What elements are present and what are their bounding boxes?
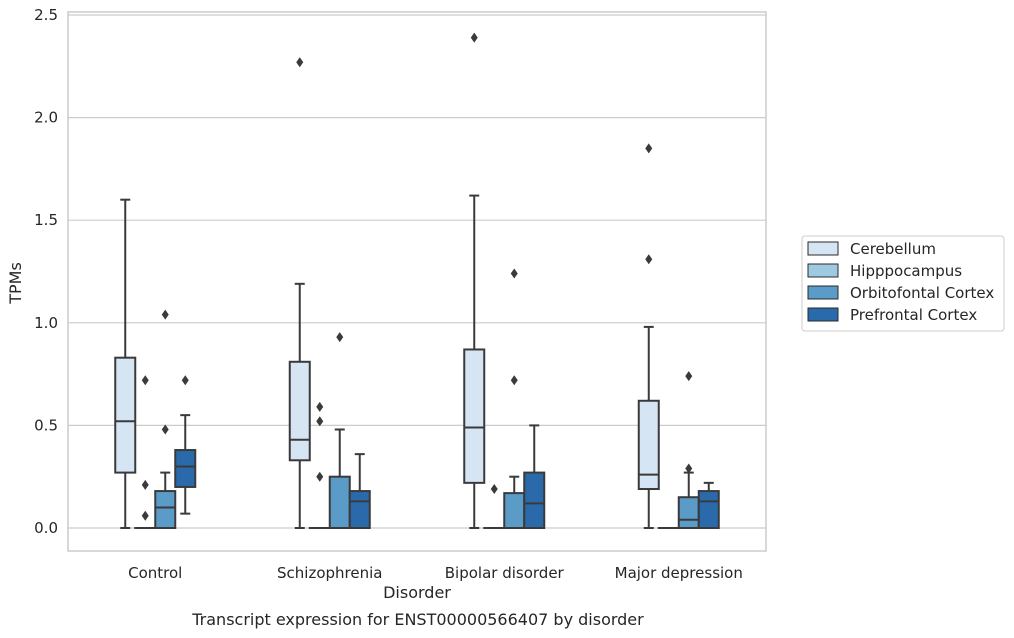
outlier-point — [141, 375, 149, 386]
plot-frame — [67, 11, 767, 552]
box-iqr — [328, 475, 351, 530]
legend-item: Prefrontal Cortex — [807, 306, 977, 324]
box-3-0 — [637, 143, 660, 529]
outlier-point — [161, 309, 169, 320]
y-tick-label: 1.0 — [34, 314, 58, 332]
box-3-2 — [677, 371, 700, 530]
grid-layer — [68, 14, 766, 529]
y-tick-label: 0.0 — [34, 519, 58, 537]
box-iqr — [174, 449, 197, 488]
legend-swatch — [807, 285, 839, 300]
box-1-2 — [328, 332, 351, 530]
box-3-3 — [697, 481, 720, 529]
legend-label: Prefrontal Cortex — [850, 306, 977, 324]
legend-swatch — [807, 263, 839, 278]
outlier-point — [161, 424, 169, 435]
box-2-0 — [463, 32, 486, 529]
box-iqr — [697, 490, 720, 529]
legend-item: Cerebellum — [807, 240, 936, 258]
outlier-point — [296, 57, 304, 68]
y-tick-label: 1.5 — [34, 211, 58, 229]
figure-caption: Transcript expression for ENST0000056640… — [192, 610, 644, 629]
box-0-0 — [114, 198, 137, 529]
outlier-point — [685, 371, 693, 382]
box-iqr — [677, 496, 700, 530]
x-tick-label: Major depression — [615, 564, 743, 582]
box-1-0 — [288, 57, 311, 529]
legend: Cerebellum Hipppocampus Orbitofontal Corte… — [801, 235, 1005, 332]
box-2-2 — [503, 268, 526, 529]
y-tick-label: 2.5 — [34, 6, 58, 24]
boxes-layer — [114, 32, 720, 530]
box-iqr — [503, 492, 526, 529]
legend-frame — [801, 235, 1005, 332]
box-2-3 — [523, 424, 546, 530]
box-1-3 — [348, 453, 371, 529]
outlier-point — [316, 401, 324, 412]
outlier-point — [141, 510, 149, 521]
legend-swatch — [807, 307, 839, 322]
outlier-point — [510, 268, 518, 279]
outlier-point — [316, 416, 324, 427]
box-iqr — [637, 399, 660, 491]
box-iqr — [348, 490, 371, 529]
outlier-point — [685, 463, 693, 474]
outlier-point — [336, 332, 344, 343]
x-axis-label: Disorder — [383, 583, 451, 602]
outlier-point — [645, 254, 653, 265]
box-1-1 — [308, 401, 331, 530]
outlier-point — [510, 375, 518, 386]
legend-item: Hipppocampus — [807, 262, 962, 280]
x-tick-label: Control — [128, 564, 182, 582]
y-tick-label: 2.0 — [34, 109, 58, 127]
box-iqr — [154, 490, 177, 529]
box-0-1 — [134, 375, 157, 530]
legend-item: Orbitofontal Cortex — [807, 284, 994, 302]
legend-label: Hipppocampus — [850, 262, 962, 280]
outlier-point — [181, 375, 189, 386]
box-iqr — [288, 360, 311, 462]
outlier-point — [490, 484, 498, 495]
x-tick-label: Schizophrenia — [277, 564, 382, 582]
box-0-3 — [174, 375, 197, 515]
box-2-1 — [483, 484, 506, 530]
y-tick-label: 0.5 — [34, 416, 58, 434]
outlier-point — [316, 471, 324, 482]
box-iqr — [523, 471, 546, 530]
legend-swatch — [807, 241, 839, 256]
box-iqr — [463, 348, 486, 484]
legend-label: Orbitofontal Cortex — [850, 284, 994, 302]
outlier-point — [470, 32, 478, 43]
box-0-2 — [154, 309, 177, 529]
axes-layer: 0.0 0.5 1.0 1.5 2.0 2.5 Control Schizophrenia Bi… — [34, 6, 767, 582]
box-iqr — [114, 356, 137, 474]
x-tick-label: Bipolar disorder — [445, 564, 565, 582]
outlier-point — [141, 479, 149, 490]
outlier-point — [645, 143, 653, 154]
legend-label: Cerebellum — [850, 240, 936, 258]
y-axis-label: TPMs — [6, 262, 25, 305]
